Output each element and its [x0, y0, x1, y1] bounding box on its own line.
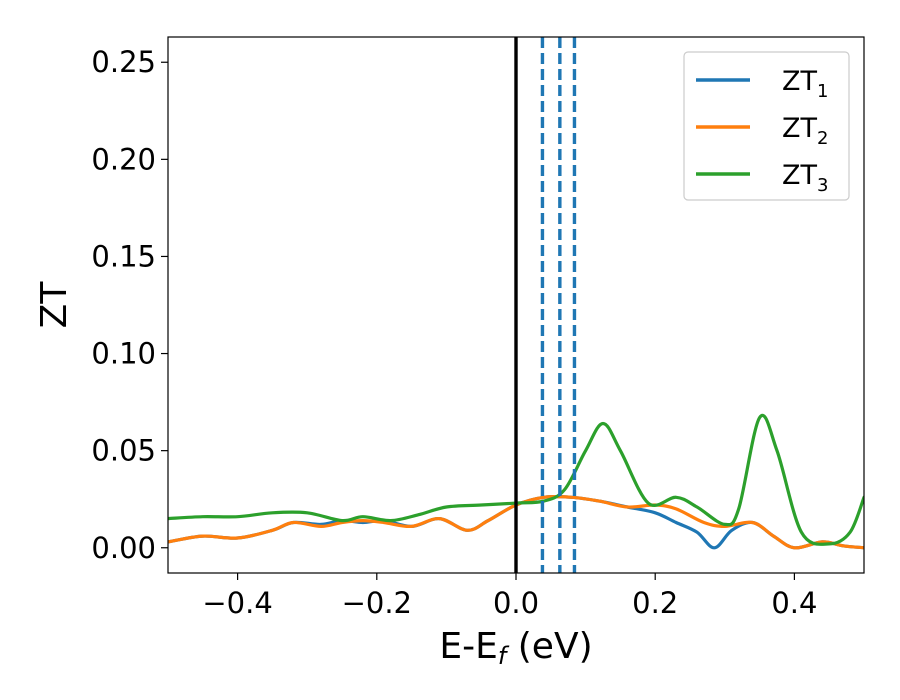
y-axis-title: ZT [34, 281, 75, 329]
x-axis-title: E-Ef (eV) [439, 626, 592, 670]
y-tick-label: 0.15 [91, 239, 156, 273]
legend-label-zt3: ZT3 [782, 160, 828, 196]
plot-data-layer [168, 37, 864, 573]
legend-box [683, 51, 850, 201]
x-axis-ticks: −0.4 −0.2 0.0 0.2 0.4 [202, 573, 817, 620]
x-tick-label: −0.4 [202, 586, 272, 620]
x-tick-label: 0.4 [771, 586, 817, 620]
y-axis-ticks: 0.00 0.05 0.10 0.15 0.20 0.25 [91, 45, 168, 565]
legend-label-zt2: ZT2 [782, 113, 828, 149]
legend-label-zt1: ZT1 [782, 66, 828, 102]
legend: ZT1 ZT2 ZT3 [683, 51, 850, 201]
y-tick-label: 0.00 [91, 531, 156, 565]
x-tick-label: 0.2 [632, 586, 678, 620]
y-tick-label: 0.10 [91, 337, 156, 371]
y-tick-label: 0.20 [91, 142, 156, 176]
x-tick-label: −0.2 [342, 586, 412, 620]
x-tick-label: 0.0 [493, 586, 539, 620]
y-tick-label: 0.05 [91, 434, 156, 468]
y-tick-label: 0.25 [91, 45, 156, 79]
series-line-zt3 [168, 413, 864, 546]
series-line-zt2 [168, 494, 864, 550]
